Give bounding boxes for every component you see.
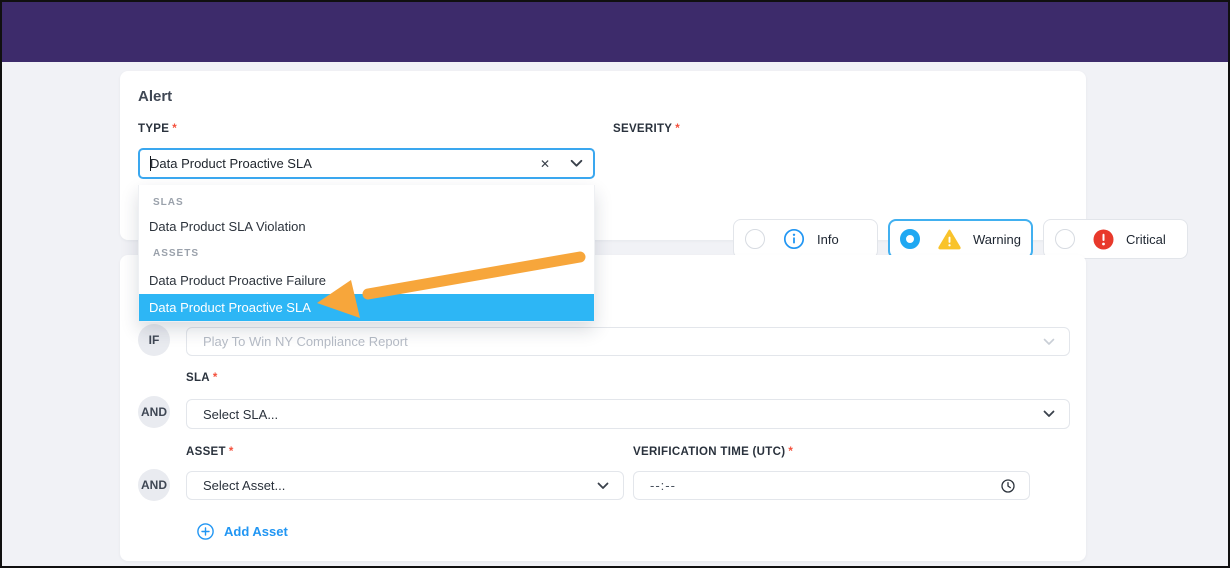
severity-option-info[interactable]: Info <box>733 219 878 259</box>
dropdown-item-proactive-sla-highlighted[interactable]: Data Product Proactive SLA <box>139 294 594 321</box>
radio-unselected[interactable] <box>1055 229 1075 249</box>
alert-card-title: Alert <box>138 88 173 105</box>
type-dropdown-menu: SLAS Data Product SLA Violation ASSETS D… <box>138 185 595 322</box>
required-asterisk: * <box>172 123 178 135</box>
verification-time-value: --:-- <box>650 478 676 493</box>
severity-option-label: Info <box>817 231 839 247</box>
if-badge: IF <box>138 324 170 356</box>
type-combobox[interactable]: Data Product Proactive SLA ✕ <box>138 148 595 179</box>
sla-select-placeholder: Select SLA... <box>203 406 279 422</box>
type-combobox-value: Data Product Proactive SLA <box>150 156 312 171</box>
type-label: TYPE * <box>138 123 178 135</box>
plus-circle-icon <box>197 523 214 540</box>
radio-selected[interactable] <box>900 229 920 249</box>
asset-select[interactable]: Select Asset... <box>186 471 624 500</box>
info-circle-icon <box>783 228 805 250</box>
verification-time-input[interactable]: --:-- <box>633 471 1030 500</box>
verification-time-label: VERIFICATION TIME (UTC) * <box>633 446 794 458</box>
severity-options: Info Warning Critical <box>733 219 1188 259</box>
severity-option-label: Critical <box>1126 231 1166 247</box>
chevron-down-icon[interactable] <box>570 159 583 168</box>
required-asterisk: * <box>675 123 681 135</box>
add-asset-label: Add Asset <box>224 524 288 539</box>
chevron-down-icon <box>1043 338 1055 346</box>
dropdown-item-sla-violation[interactable]: Data Product SLA Violation <box>149 219 306 234</box>
dropdown-item-proactive-failure[interactable]: Data Product Proactive Failure <box>149 273 327 288</box>
sla-select[interactable]: Select SLA... <box>186 399 1070 429</box>
top-navigation-bar <box>0 0 1230 62</box>
conditions-card: IF Play To Win NY Compliance Report SLA *… <box>120 255 1086 561</box>
warning-triangle-icon <box>938 229 961 250</box>
critical-circle-icon <box>1093 229 1114 250</box>
required-asterisk: * <box>212 372 218 384</box>
clock-icon[interactable] <box>1001 478 1015 493</box>
required-asterisk: * <box>788 446 794 458</box>
chevron-down-icon <box>597 482 609 490</box>
add-asset-button[interactable]: Add Asset <box>197 523 288 540</box>
text-caret <box>150 156 151 171</box>
dropdown-group-header: ASSETS <box>153 248 200 259</box>
severity-label: SEVERITY * <box>613 123 681 135</box>
sla-label: SLA * <box>186 372 218 384</box>
severity-option-label: Warning <box>973 231 1021 247</box>
dropdown-group-header: SLAS <box>153 196 184 208</box>
chevron-down-icon <box>1043 410 1055 418</box>
severity-option-warning[interactable]: Warning <box>888 219 1033 259</box>
asset-label: ASSET * <box>186 446 234 458</box>
trigger-select[interactable]: Play To Win NY Compliance Report <box>186 327 1070 356</box>
and-badge: AND <box>138 469 170 501</box>
clear-icon[interactable]: ✕ <box>539 156 550 171</box>
trigger-select-value: Play To Win NY Compliance Report <box>203 334 408 349</box>
severity-option-critical[interactable]: Critical <box>1043 219 1188 259</box>
required-asterisk: * <box>228 446 234 458</box>
asset-select-placeholder: Select Asset... <box>203 478 286 493</box>
and-badge: AND <box>138 396 170 428</box>
radio-unselected[interactable] <box>745 229 765 249</box>
